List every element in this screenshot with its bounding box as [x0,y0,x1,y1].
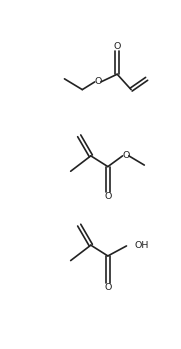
Text: O: O [122,151,129,160]
Text: O: O [104,283,111,292]
Text: O: O [113,42,121,51]
Text: O: O [104,192,111,201]
Text: OH: OH [134,242,149,251]
Text: O: O [94,77,102,87]
